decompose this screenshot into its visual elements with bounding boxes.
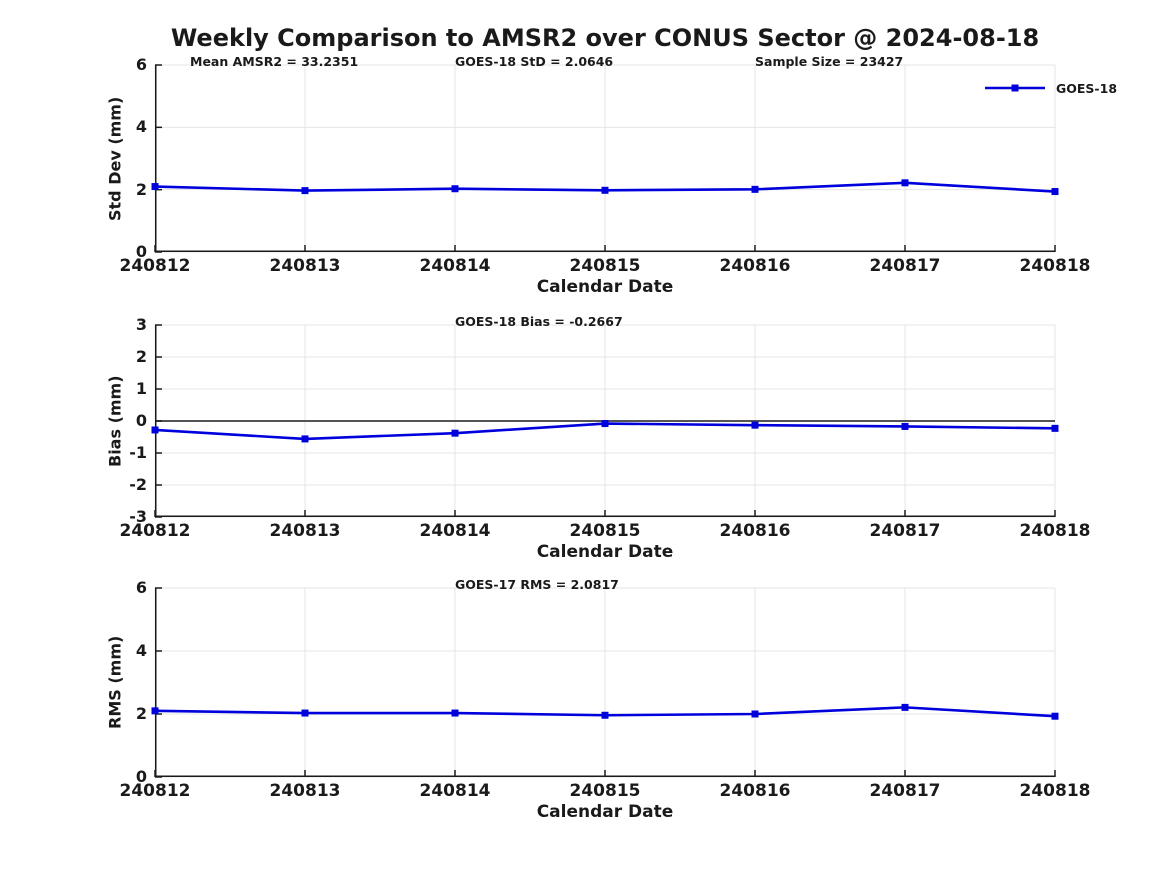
data-point-marker bbox=[751, 185, 759, 193]
data-point-marker bbox=[301, 709, 309, 717]
series-GOES-18 bbox=[151, 179, 1059, 196]
y-tick-label: -2 bbox=[129, 475, 147, 494]
data-point-marker bbox=[751, 710, 759, 718]
bias-subplot: Bias (mm) Calendar Date 3 2 1 0 -1 -2 -3 240812… bbox=[106, 314, 1091, 562]
stddev-subplot: Std Dev (mm) Calendar Date 0 2 4 6 240812 240… bbox=[106, 54, 1091, 297]
stat-annotation: Sample Size = 23427 bbox=[755, 54, 904, 69]
data-point-marker bbox=[151, 426, 159, 434]
rms-subplot: RMS (mm) Calendar Date 0 2 4 6 240812 240813 2… bbox=[106, 577, 1091, 822]
x-tick-label: 240817 bbox=[869, 256, 941, 276]
stddev-y-axis-label: Std Dev (mm) bbox=[105, 96, 125, 221]
stat-annotation: GOES-18 StD = 2.0646 bbox=[455, 54, 614, 69]
y-tick-label: 0 bbox=[135, 767, 147, 786]
x-tick-label: 240818 bbox=[1019, 256, 1091, 276]
y-tick-label: 4 bbox=[135, 117, 147, 137]
data-point-marker bbox=[151, 707, 159, 715]
x-tick-label: 240813 bbox=[269, 781, 341, 801]
stat-annotation: GOES-17 RMS = 2.0817 bbox=[455, 577, 619, 592]
x-tick-label: 240815 bbox=[569, 256, 641, 276]
data-point-marker bbox=[601, 711, 609, 719]
legend-marker bbox=[1011, 84, 1019, 92]
data-point-marker bbox=[751, 421, 759, 429]
x-tick-label: 240817 bbox=[869, 781, 941, 801]
legend-line-marker-icon bbox=[985, 84, 1045, 92]
axis-ticks bbox=[154, 64, 1056, 253]
series-GOES-18 bbox=[151, 420, 1059, 443]
x-tick-label: 240813 bbox=[269, 256, 341, 276]
x-tick-label: 240814 bbox=[419, 781, 491, 801]
x-tick-label: 240816 bbox=[719, 781, 791, 801]
y-tick-label: 4 bbox=[135, 641, 147, 660]
data-point-marker bbox=[301, 435, 309, 443]
series-GOES-18 bbox=[151, 703, 1059, 720]
y-tick-label: 1 bbox=[135, 379, 147, 398]
data-point-marker bbox=[301, 187, 309, 195]
rms-x-axis-label: Calendar Date bbox=[536, 802, 674, 822]
stat-annotation: Mean AMSR2 = 33.2351 bbox=[190, 54, 359, 69]
y-tick-label: 2 bbox=[135, 347, 147, 366]
legend-series-label: GOES-18 bbox=[1056, 80, 1118, 96]
data-point-marker bbox=[901, 179, 909, 187]
x-tick-label: 240814 bbox=[419, 256, 491, 276]
x-tick-label: 240812 bbox=[119, 781, 191, 801]
y-tick-label: 2 bbox=[135, 704, 147, 723]
data-point-marker bbox=[451, 429, 459, 437]
data-point-marker bbox=[451, 709, 459, 717]
rms-y-axis-label: RMS (mm) bbox=[105, 635, 125, 730]
x-tick-label: 240812 bbox=[119, 521, 191, 541]
x-tick-label: 240816 bbox=[719, 256, 791, 276]
legend: GOES-18 bbox=[983, 80, 1117, 96]
grid bbox=[154, 587, 1056, 778]
y-tick-label: 2 bbox=[135, 179, 147, 199]
axis-ticks bbox=[154, 324, 1056, 518]
page-title: Weekly Comparison to AMSR2 over CONUS Se… bbox=[170, 24, 1040, 52]
x-tick-label: 240815 bbox=[569, 521, 641, 541]
data-point-marker bbox=[1051, 424, 1059, 432]
x-tick-label: 240818 bbox=[1019, 521, 1091, 541]
y-tick-label: 0 bbox=[135, 242, 147, 261]
data-point-marker bbox=[601, 186, 609, 194]
data-point-marker bbox=[151, 183, 159, 191]
x-tick-label: 240814 bbox=[419, 521, 491, 541]
y-tick-label: -1 bbox=[129, 443, 147, 462]
data-point-marker bbox=[601, 420, 609, 428]
data-point-marker bbox=[451, 185, 459, 193]
stddev-x-axis-label: Calendar Date bbox=[536, 277, 674, 297]
x-tick-label: 240817 bbox=[869, 521, 941, 541]
data-point-marker bbox=[1051, 188, 1059, 196]
x-tick-label: 240812 bbox=[119, 256, 191, 276]
x-tick-label: 240816 bbox=[719, 521, 791, 541]
stat-annotation: GOES-18 Bias = -0.2667 bbox=[455, 314, 623, 329]
stddev-plot-area bbox=[151, 64, 1059, 253]
y-tick-label: 6 bbox=[135, 55, 147, 74]
data-point-marker bbox=[901, 422, 909, 430]
bias-x-axis-label: Calendar Date bbox=[536, 542, 674, 562]
x-tick-label: 240818 bbox=[1019, 781, 1091, 801]
x-tick-label: 240813 bbox=[269, 521, 341, 541]
rms-plot-area bbox=[151, 587, 1059, 778]
x-tick-label: 240815 bbox=[569, 781, 641, 801]
y-tick-label: 0 bbox=[135, 411, 147, 430]
grid bbox=[154, 64, 1056, 253]
y-tick-label: 3 bbox=[135, 315, 147, 334]
data-point-marker bbox=[1051, 712, 1059, 720]
data-point-marker bbox=[901, 703, 909, 711]
y-tick-label: -3 bbox=[129, 507, 147, 526]
y-tick-label: 6 bbox=[135, 578, 147, 597]
bias-plot-area bbox=[151, 324, 1059, 518]
